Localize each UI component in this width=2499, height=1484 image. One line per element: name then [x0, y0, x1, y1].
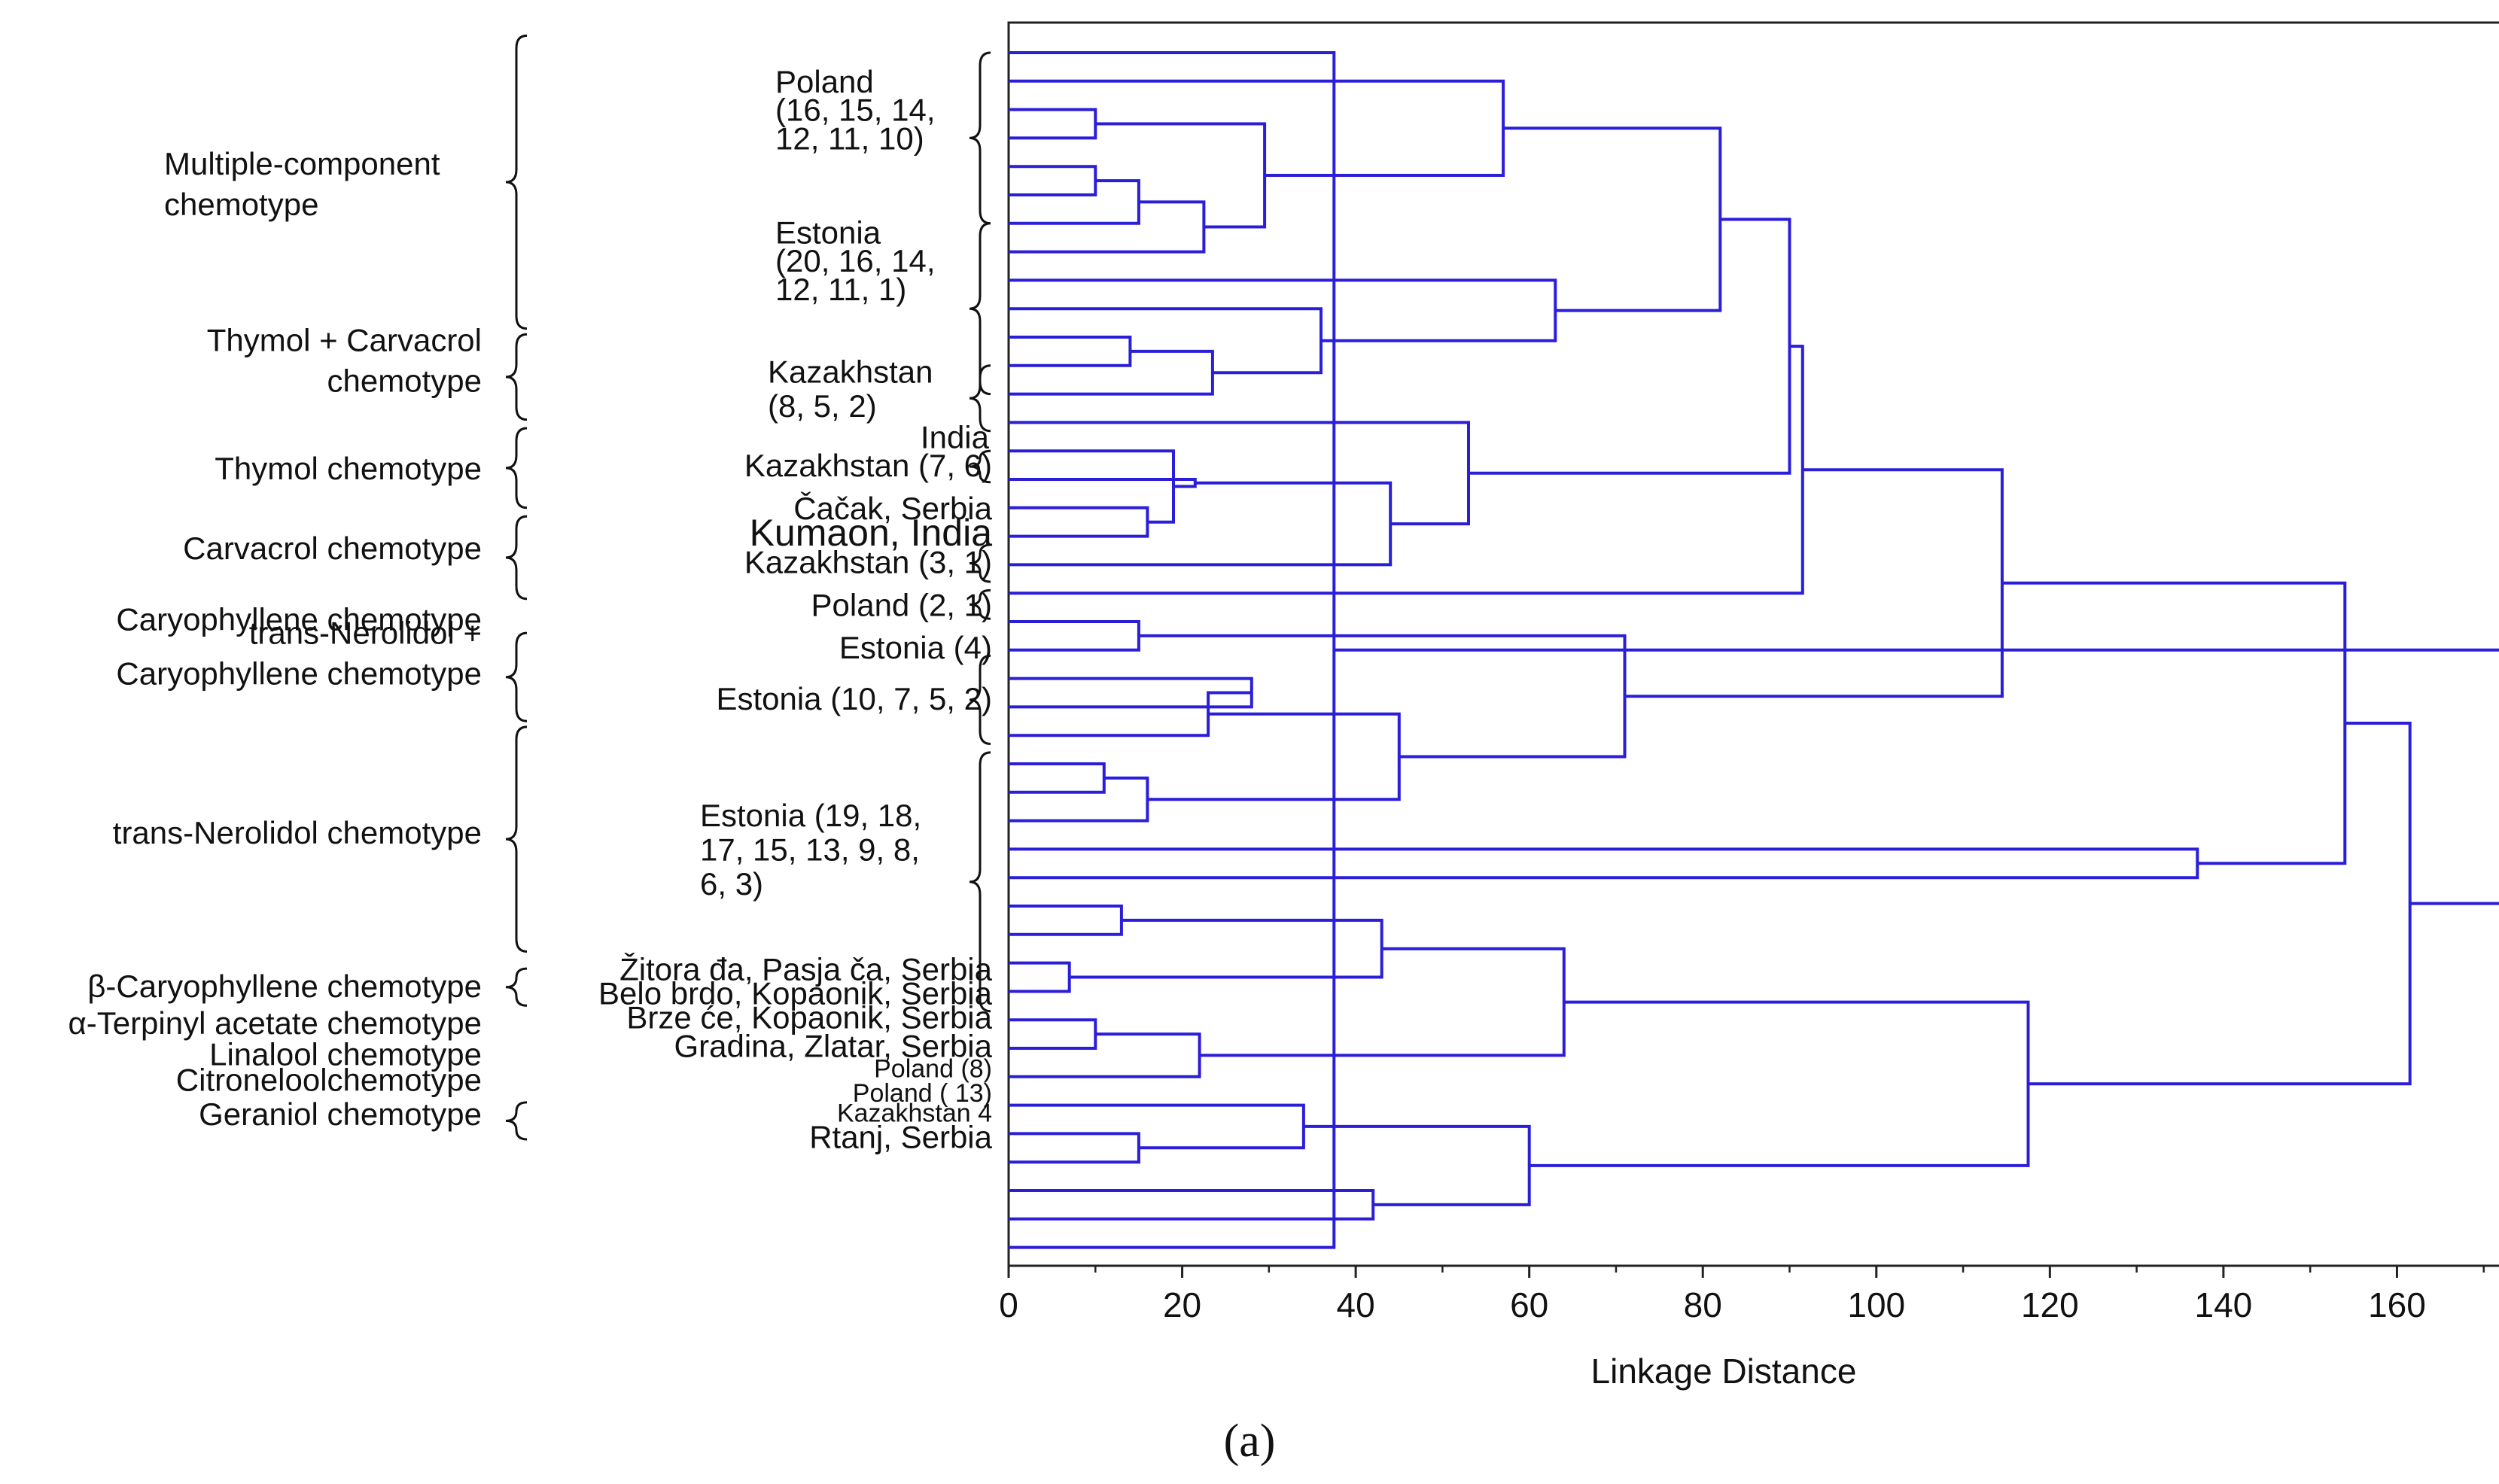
grouping-brace	[969, 543, 991, 583]
chemotype-label: Multiple-component	[164, 146, 440, 181]
grouping-brace	[969, 588, 991, 620]
sample-label: 6, 3)	[700, 866, 763, 902]
sample-label: Poland ( 13)	[853, 1079, 992, 1108]
grouping-brace	[505, 967, 528, 1007]
sample-label: Kazakhstan (3, 1)	[744, 545, 992, 580]
sample-label: Estonia (4)	[839, 630, 992, 665]
chemotype-label: Thymol + Carvacrol	[207, 322, 482, 357]
chemotype-label: β-Caryophyllene chemotype	[87, 969, 482, 1004]
sample-label: 12, 11, 1)	[775, 272, 906, 307]
x-tick-label: 160	[2368, 1285, 2426, 1324]
grouping-brace	[505, 1101, 528, 1141]
sample-label: 17, 15, 13, 9, 8,	[700, 832, 920, 868]
merge-m42	[1334, 648, 2499, 905]
grouping-brace	[505, 725, 528, 953]
sample-label: Kumaon, India	[750, 512, 993, 554]
x-tick-label: 40	[1337, 1285, 1375, 1324]
chemotype-label: α-Terpinyl acetate chemotype	[68, 1005, 482, 1041]
x-tick-label: 20	[1163, 1285, 1201, 1324]
sample-label: Poland (8)	[874, 1055, 992, 1084]
chemotype-label-group: Multiple-component chemotype Thymol + Carv…	[68, 34, 528, 1141]
sample-label: Brze će, Kopaonik, Serbia	[626, 1000, 992, 1035]
panel-label: (a)	[1224, 1416, 1276, 1467]
dendrogram-tree	[1009, 51, 2499, 1249]
chemotype-label: chemotype	[164, 187, 318, 222]
sample-label: Rtanj, Serbia	[809, 1119, 992, 1154]
sample-label: Estonia	[775, 214, 881, 250]
sample-label: Belo brdo, Kopaonik, Serbia	[598, 975, 993, 1011]
x-tick-label: 140	[2195, 1285, 2253, 1324]
sample-label: Poland (2, 1)	[811, 587, 992, 622]
grouping-brace	[505, 515, 528, 601]
x-tick-label: 100	[1847, 1285, 1905, 1324]
x-axis-title: Linkage Distance	[1591, 1352, 1857, 1391]
sample-label: Čačak, Serbia	[793, 491, 992, 526]
grouping-brace	[969, 654, 991, 746]
x-axis: 020406080100120140160180	[999, 1266, 2485, 1324]
dendrogram-link	[1334, 648, 2499, 905]
sample-label: Estonia (10, 7, 5, 2)	[716, 681, 992, 716]
sample-label: Estonia (19, 18,	[700, 798, 921, 833]
sample-label: Kazakhstan (7, 6)	[744, 448, 992, 483]
grouping-brace	[969, 449, 991, 484]
grouping-brace	[969, 751, 991, 1013]
chemotype-label: chemotype	[327, 363, 482, 398]
grouping-brace	[969, 364, 991, 433]
sample-label: Poland	[775, 64, 874, 99]
x-tick-label: 80	[1684, 1285, 1722, 1324]
chemotype-label: Caryophyllene chemotype	[116, 656, 482, 692]
sample-label: (16, 15, 14,	[775, 93, 935, 128]
sample-label: Žitora đa, Pasja ča, Serbia	[619, 951, 993, 987]
sample-label: Kazakhstan	[768, 354, 933, 389]
sample-label-group: Poland(16, 15, 14,12, 11, 10) Estonia(20,…	[598, 51, 993, 1154]
sample-label: India	[921, 419, 990, 455]
chemotype-label: Caryophyllene chemotype	[116, 601, 482, 637]
sample-label: (8, 5, 2)	[768, 388, 877, 424]
grouping-brace	[505, 34, 528, 330]
grouping-brace	[505, 427, 528, 509]
sample-label: Gradina, Zlatar, Serbia	[674, 1028, 992, 1063]
grouping-brace	[505, 333, 528, 421]
x-tick-label: 0	[999, 1285, 1018, 1324]
chemotype-label: Geraniol chemotype	[199, 1096, 482, 1132]
x-tick-label: 120	[2021, 1285, 2079, 1324]
x-tick-label: 60	[1510, 1285, 1548, 1324]
chemotype-label: Citroneloolchemotype	[176, 1063, 482, 1098]
chemotype-label: Linalool chemotype	[209, 1037, 482, 1072]
sample-label: Kazakhstan 4	[837, 1099, 992, 1127]
grouping-brace	[505, 631, 528, 722]
sample-label: (20, 16, 14,	[775, 243, 935, 278]
chemotype-label: Thymol chemotype	[215, 451, 482, 486]
chemotype-label: trans-Nerolidol +	[249, 616, 482, 651]
chemotype-label: trans-Nerolidol chemotype	[113, 815, 482, 850]
chemotype-label: Carvacrol chemotype	[183, 531, 482, 566]
grouping-brace	[969, 51, 991, 225]
sample-label: 12, 11, 10)	[775, 121, 924, 157]
